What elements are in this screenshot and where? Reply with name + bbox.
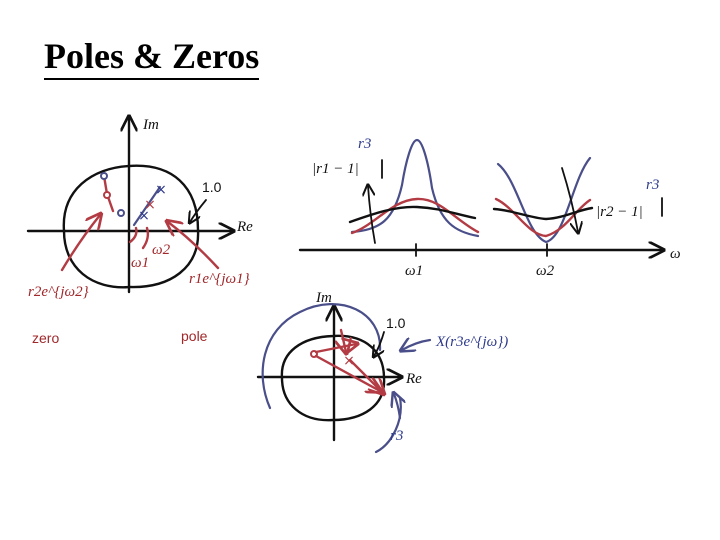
response-curve-r3	[350, 138, 480, 238]
im-label: Im	[142, 117, 159, 133]
pole-marker: ×	[144, 197, 156, 213]
contour-r3	[261, 303, 382, 410]
radius-label: 1.0	[202, 179, 222, 195]
omega2-label: ω2	[152, 242, 171, 258]
r1-label: |r1 − 1|	[312, 161, 359, 177]
zero-marker	[117, 209, 125, 217]
r2-label: |r2 − 1|	[596, 204, 643, 220]
zero-label-arrow	[60, 215, 100, 272]
pole-marker: ×	[155, 182, 167, 198]
slide-title: Poles & Zeros	[44, 36, 260, 80]
x-label: X(r3e^{jω})	[435, 334, 508, 350]
pole-marker-3: ×	[343, 353, 355, 369]
radius-pointer	[190, 199, 207, 222]
im-label-3: Im	[315, 290, 332, 306]
omega-axis-label: ω	[670, 246, 681, 262]
response-curve-r3	[496, 156, 592, 244]
zero-marker	[100, 172, 108, 180]
response-curve	[348, 205, 477, 224]
pole-vector	[348, 358, 383, 393]
omega1-tick-label: ω1	[405, 263, 423, 279]
pole-vector	[341, 328, 346, 352]
omega1-label: ω1	[131, 255, 149, 271]
unit-circle	[62, 164, 200, 289]
response-curve	[492, 206, 594, 221]
pole-label: r1e^{jω1}	[189, 271, 250, 287]
pole-path	[132, 185, 162, 227]
r3-label-arrow	[394, 394, 400, 420]
pole-label-arrow	[168, 222, 220, 270]
r1-increase-arrow	[368, 186, 376, 244]
radius-pointer-3	[374, 331, 385, 356]
x-label-arrow	[402, 340, 432, 350]
re-label-3: Re	[405, 371, 422, 387]
r2-decrease-arrow	[561, 167, 578, 232]
mapping-diagram: × Im Re 1.0 X(r3e^{jω}) r3	[256, 290, 508, 454]
omega2-tick-label: ω2	[536, 263, 555, 279]
zero-label: r2e^{jω2}	[28, 284, 89, 300]
zero-caption: zero	[32, 330, 59, 346]
frequency-response-diagram: r3 |r1 − 1| r3 |r2 − 1| ω ω1 ω2	[298, 136, 681, 279]
re-label: Re	[236, 219, 253, 235]
r3-left-label: r3	[358, 136, 371, 152]
omega2-arc	[141, 226, 150, 250]
zero-vector	[314, 344, 356, 352]
z-plane-diagram: × × × Im Re 1.0 ω2 ω1 r2e^{jω2} r1e^{jω1…	[26, 117, 253, 346]
pole-marker: ×	[138, 208, 150, 224]
radius-label-3: 1.0	[386, 315, 406, 331]
pole-caption: pole	[181, 328, 208, 344]
omega1-arc	[128, 226, 138, 244]
zero-marker	[103, 191, 111, 199]
r3-right-label: r3	[646, 177, 659, 193]
r3-label-3: r3	[390, 428, 403, 444]
